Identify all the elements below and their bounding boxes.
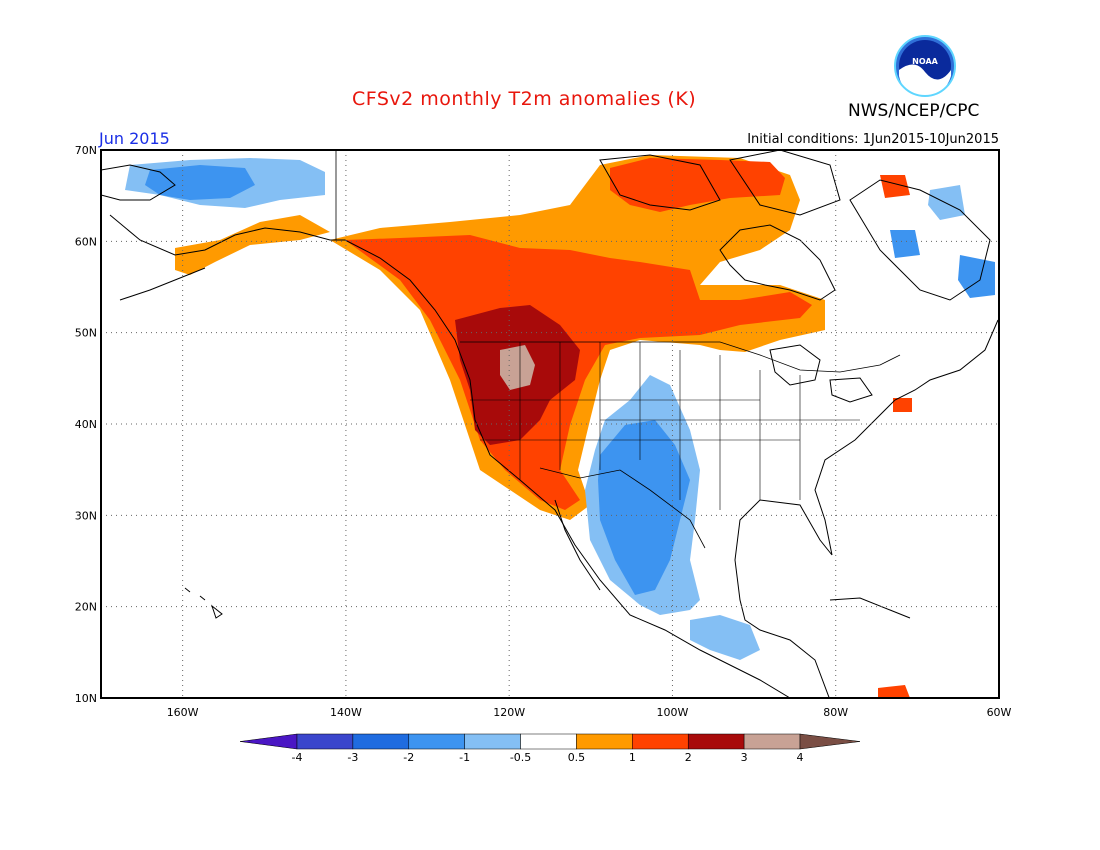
cool-spot-labrador [958, 255, 995, 298]
legend-swatch [576, 733, 633, 750]
strong-warm-anomaly-region [345, 235, 812, 510]
legend-swatch [520, 733, 577, 750]
initial-conditions: Initial conditions: 1Jun2015-10Jun2015 [747, 132, 999, 147]
siberia-coast [101, 164, 176, 201]
warm-spot-newengland [893, 398, 912, 412]
cool-spot-northeast [928, 185, 965, 220]
map-frame [100, 149, 1000, 699]
warm-spot-arctic [880, 175, 910, 198]
latitude-labels: 70N 60N 50N 40N 30N 20N 10N [75, 144, 97, 705]
baja-california [554, 499, 601, 591]
legend-upper-arrow [799, 733, 861, 750]
legend-tick-label: -2 [403, 751, 414, 764]
alaska-coast [109, 214, 345, 301]
legend-swatch [687, 733, 745, 750]
agency-label: NWS/NCEP/CPC [848, 101, 980, 121]
hawaii-islands [184, 587, 223, 619]
cool-spot-hudson [890, 230, 920, 258]
lat-label: 10N [75, 692, 97, 705]
warm-spot-caribbean [878, 685, 910, 698]
lon-label: 100W [657, 706, 689, 719]
hudson-bay [719, 224, 836, 301]
legend-tick-label: 2 [685, 751, 692, 764]
extreme-warm-region [500, 345, 535, 390]
lon-label: 120W [493, 706, 525, 719]
political-boundaries [335, 150, 901, 549]
lat-label: 30N [75, 509, 97, 522]
lat-label: 60N [75, 235, 97, 248]
legend-swatch [743, 733, 801, 750]
us-mexico-border [539, 467, 706, 549]
lon-label: 80W [823, 706, 848, 719]
cool-anomaly-region-central-america [690, 615, 760, 660]
lon-label: 140W [330, 706, 362, 719]
legend-tick-label: -1 [459, 751, 470, 764]
coastlines [101, 150, 999, 698]
legend-swatch [352, 733, 410, 750]
longitude-labels: 160W 140W 120W 100W 80W 60W [167, 706, 1012, 719]
legend-swatch [408, 733, 465, 750]
strong-warm-anomaly-region-north [610, 158, 785, 212]
legend-tick-label: 3 [741, 751, 748, 764]
legend-tick-label: 1 [629, 751, 636, 764]
noaa-logo: NOAA [894, 35, 956, 97]
lat-label: 70N [75, 144, 97, 157]
legend-tick-label: -0.5 [510, 751, 531, 764]
legend-swatch [632, 733, 689, 750]
legend-tick-label: -3 [347, 751, 358, 764]
map-title: CFSv2 monthly T2m anomalies (K) [352, 88, 697, 110]
lat-label: 50N [75, 327, 97, 340]
us-state-lines [470, 342, 860, 510]
arctic-islands [599, 150, 991, 301]
north-america-east-coast [734, 319, 999, 698]
legend-tick-label: 4 [797, 751, 804, 764]
great-lakes [769, 344, 873, 403]
legend-swatch [296, 733, 354, 750]
warm-anomaly-region-alaska [175, 215, 330, 275]
lon-label: 60W [987, 706, 1012, 719]
noaa-logo-text: NOAA [912, 57, 938, 66]
forecast-month: Jun 2015 [99, 129, 170, 148]
cuba [829, 597, 911, 619]
lat-label: 20N [75, 601, 97, 614]
lat-label: 40N [75, 418, 97, 431]
legend-tick-label: -4 [292, 751, 303, 764]
anomaly-shading [125, 155, 995, 698]
us-canada-border [460, 341, 901, 373]
legend-tick-label: 0.5 [568, 751, 586, 764]
legend-lower-arrow [239, 733, 298, 750]
moderate-cool-region [598, 420, 690, 595]
color-legend: -4 -3 -2 -1 -0.5 0.5 1 2 3 4 [239, 733, 861, 764]
legend-swatch [464, 733, 521, 750]
moderate-cool-region-siberia [145, 165, 255, 200]
north-america-west-coast [344, 239, 791, 698]
lon-label: 160W [167, 706, 199, 719]
